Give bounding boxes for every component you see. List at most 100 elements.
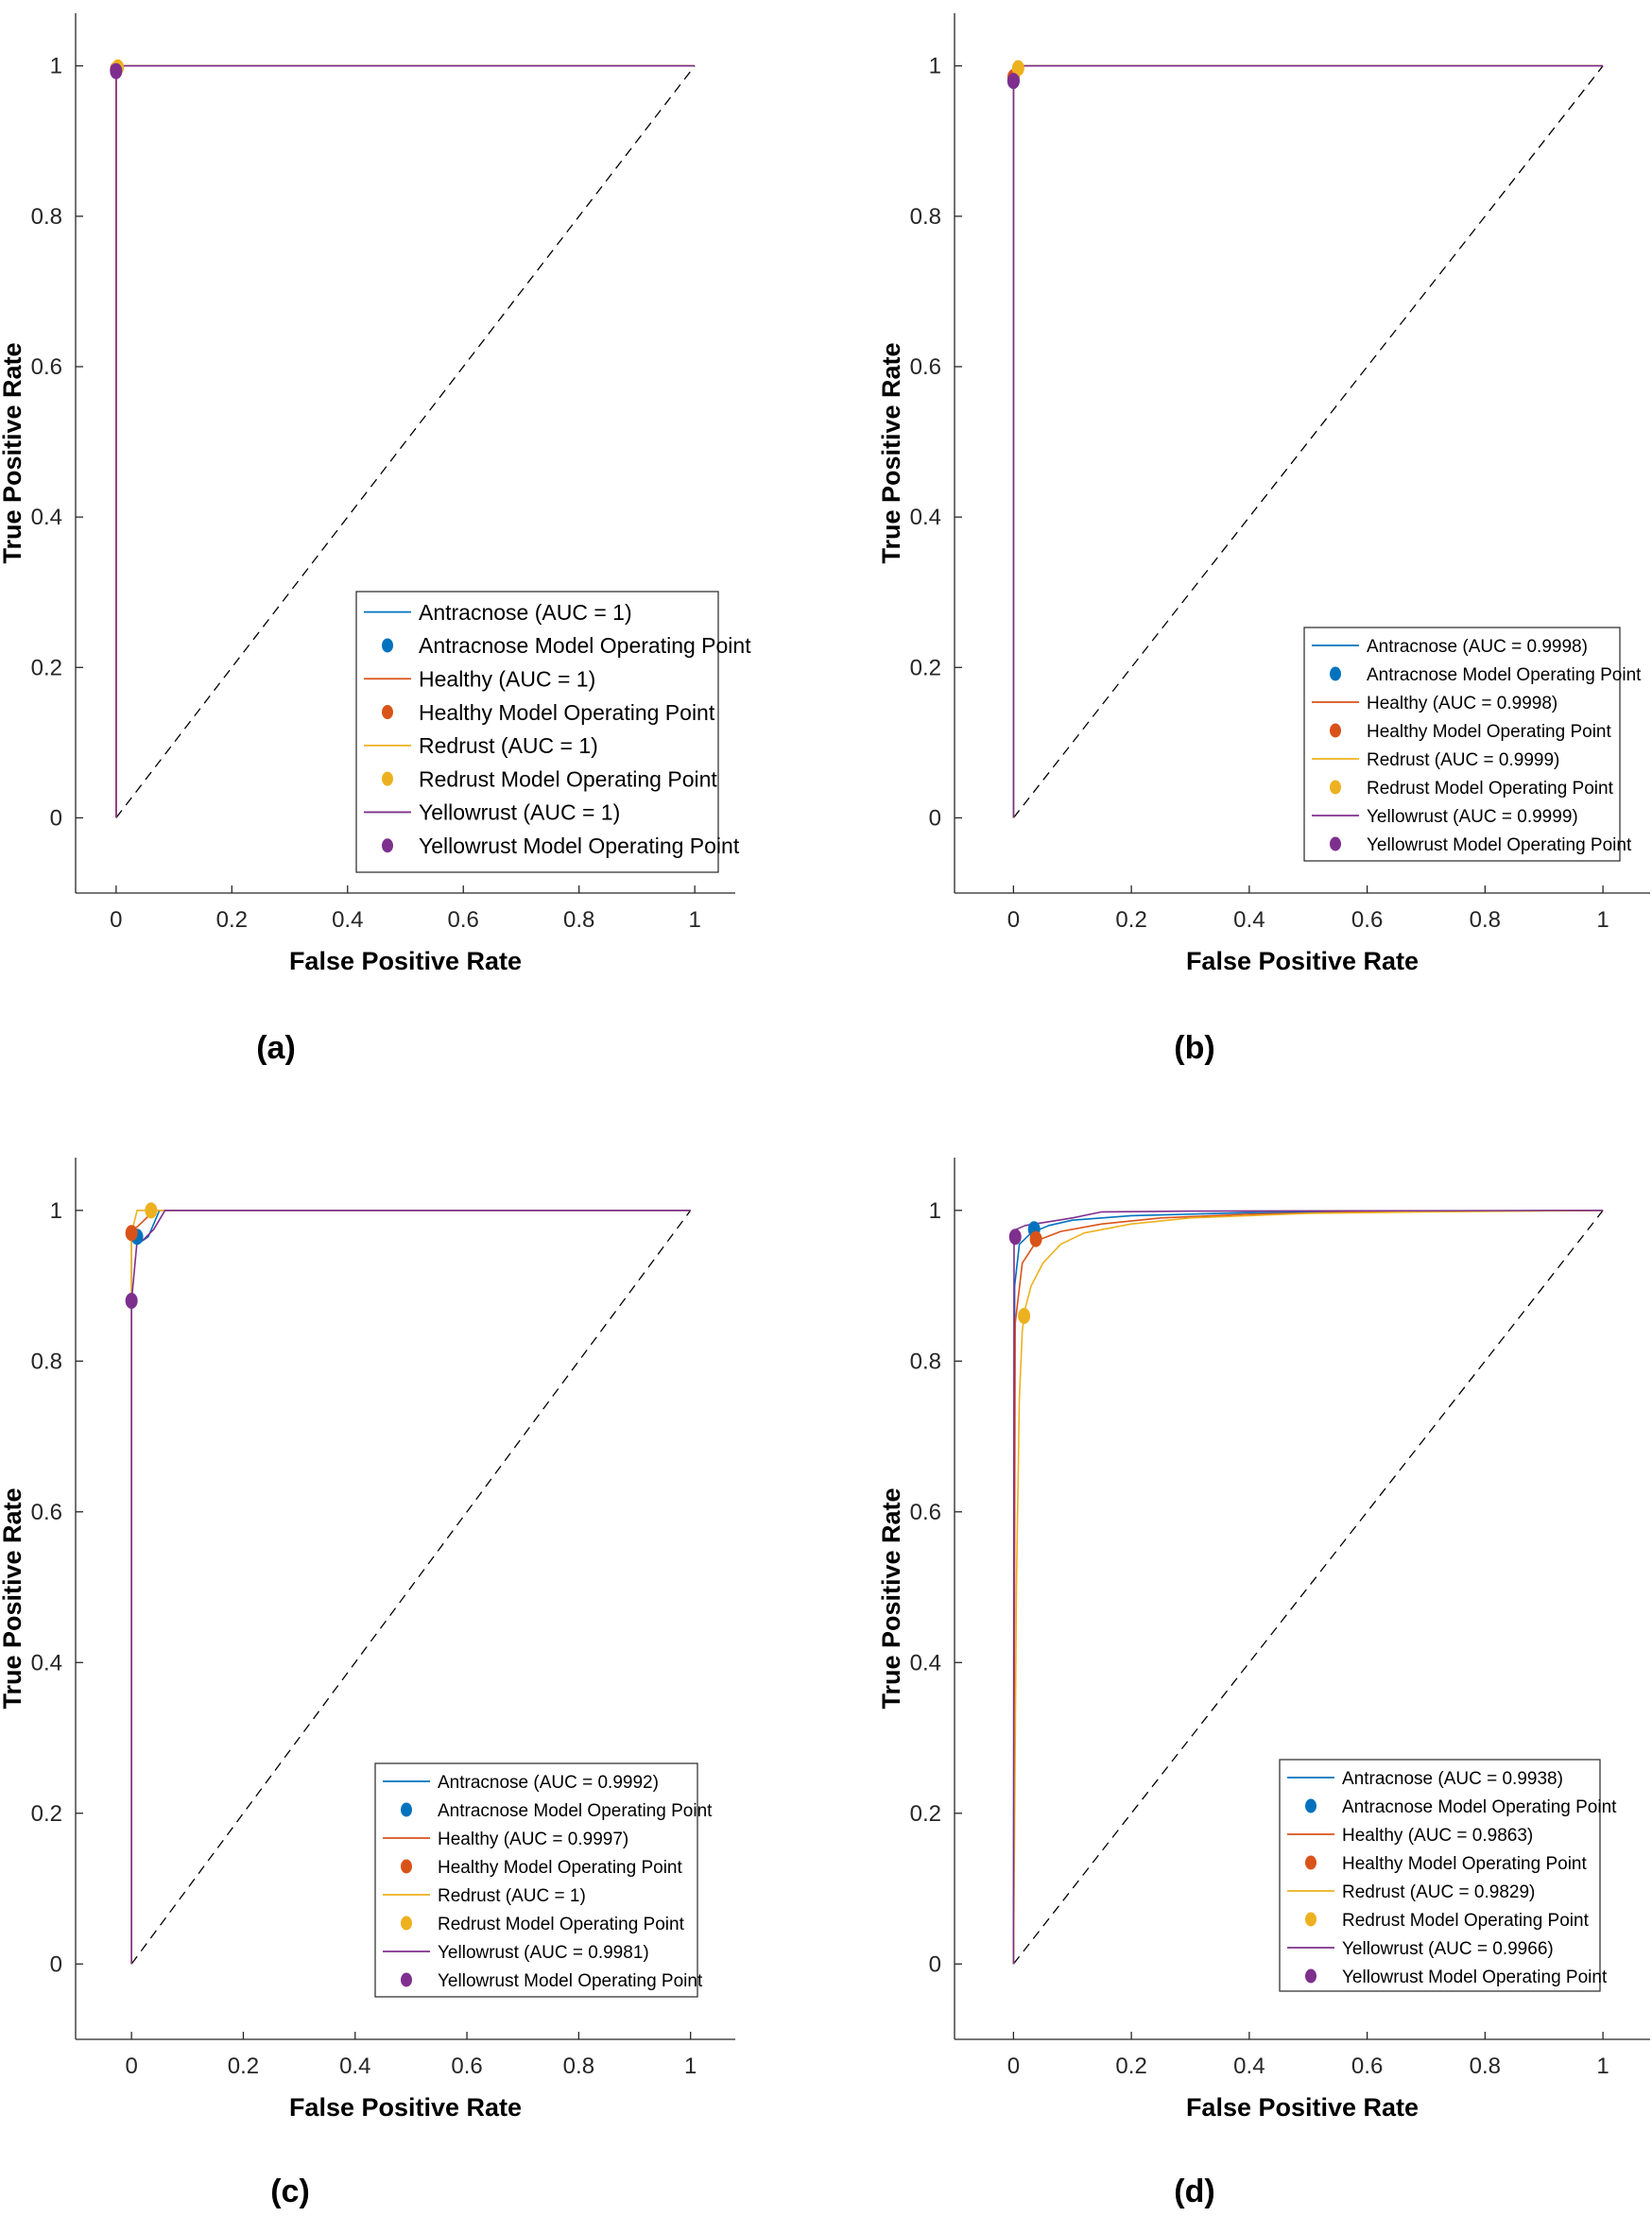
legend-entry-label: Redrust (AUC = 1) [419, 733, 598, 758]
legend-marker-swatch [401, 1859, 412, 1874]
legend-marker-swatch [1305, 1912, 1316, 1927]
legend-marker-swatch [1305, 1855, 1316, 1870]
y-tick-label: 0.4 [910, 505, 941, 530]
y-axis-label: True Positive Rate [0, 1487, 26, 1709]
x-tick-label: 1 [1596, 907, 1609, 933]
x-tick-label: 0 [1007, 907, 1020, 933]
legend-entry-label: Yellowrust (AUC = 1) [419, 800, 620, 825]
legend-marker-swatch [401, 1972, 412, 1987]
y-tick-label: 0.2 [31, 1801, 62, 1827]
y-axis-label: True Positive Rate [877, 1487, 905, 1709]
x-tick-label: 0.4 [332, 907, 363, 933]
y-tick-label: 0.8 [910, 204, 941, 230]
legend-marker-swatch [401, 1916, 412, 1931]
x-tick-label: 0.6 [451, 2054, 482, 2079]
legend-marker-swatch [382, 638, 393, 653]
x-tick-label: 1 [684, 2054, 697, 2079]
y-tick-label: 0.2 [910, 655, 941, 680]
operating-point-marker [1018, 1307, 1031, 1324]
panel-caption: (a) [256, 1030, 296, 1066]
operating-point-marker [125, 1293, 138, 1310]
operating-point-marker [145, 1202, 158, 1219]
legend-box [1279, 1759, 1601, 1992]
operating-point-marker [1011, 60, 1024, 77]
y-tick-label: 0.6 [31, 354, 62, 380]
legend-entry-label: Redrust (AUC = 0.9829) [1342, 1882, 1535, 1902]
x-tick-label: 0 [125, 2054, 137, 2079]
panel-caption: (b) [1174, 1030, 1214, 1066]
x-tick-label: 0.4 [1233, 907, 1265, 933]
legend-entry-label: Redrust Model Operating Point [438, 1915, 685, 1934]
x-tick-label: 0.2 [228, 2054, 259, 2079]
operating-point-marker [125, 1225, 138, 1242]
legend-entry-label: Antracnose Model Operating Point [1342, 1797, 1617, 1817]
legend-marker-swatch [401, 1802, 412, 1817]
legend-entry-label: Healthy (AUC = 0.9863) [1342, 1826, 1533, 1846]
legend-entry-label: Healthy (AUC = 1) [419, 667, 595, 692]
y-tick-label: 0.8 [31, 204, 62, 230]
x-axis-label: False Positive Rate [1186, 2093, 1419, 2122]
x-tick-label: 0.4 [339, 2054, 370, 2079]
roc-panel-c: 0 0.2 0.4 0.6 0.8 1 0 0.2 0.4 0.6 0.8 1 False Positi… [0, 1158, 735, 2209]
legend-marker-swatch [382, 838, 393, 853]
chance-diagonal-line [130, 1210, 692, 1965]
x-tick-label: 0.6 [1351, 907, 1383, 933]
y-tick-label: 0.2 [31, 655, 62, 680]
legend: Antracnose (AUC = 0.9998) Antracnose Mode… [1303, 627, 1642, 862]
operating-point-marker [1029, 1230, 1042, 1247]
x-tick-label: 1 [688, 907, 700, 933]
y-axis-label: True Positive Rate [877, 342, 905, 563]
legend-marker-swatch [1305, 1968, 1316, 1984]
x-tick-label: 0.8 [563, 2054, 594, 2079]
legend-marker-swatch [1305, 1798, 1316, 1813]
y-tick-label: 1 [50, 54, 62, 79]
legend-marker-swatch [382, 771, 393, 786]
y-tick-label: 0.2 [910, 1801, 941, 1827]
legend-marker-swatch [382, 705, 393, 720]
x-tick-label: 0.2 [216, 907, 248, 933]
legend-entry-label: Yellowrust (AUC = 0.9999) [1367, 807, 1578, 827]
legend-entry-label: Antracnose Model Operating Point [438, 1801, 713, 1821]
y-tick-label: 0.4 [910, 1650, 941, 1676]
x-axis-label: False Positive Rate [1186, 947, 1419, 975]
x-tick-label: 0 [110, 907, 122, 933]
legend-entry-label: Yellowrust Model Operating Point [1367, 835, 1632, 855]
x-tick-label: 0.8 [1470, 907, 1501, 933]
operating-point-marker [1007, 73, 1020, 90]
legend-entry-label: Yellowrust (AUC = 0.9981) [438, 1943, 649, 1963]
roc-panel-a: 0 0.2 0.4 0.6 0.8 1 0 0.2 0.4 0.6 0.8 1 False Positi… [0, 13, 751, 1066]
legend-entry-label: Antracnose (AUC = 1) [419, 600, 632, 625]
y-tick-label: 0.8 [910, 1349, 941, 1374]
legend-entry-label: Redrust Model Operating Point [419, 766, 717, 791]
roc-panel-d: 0 0.2 0.4 0.6 0.8 1 0 0.2 0.4 0.6 0.8 1 False Positi… [877, 1158, 1650, 2209]
legend-box [374, 1762, 698, 1998]
legend-marker-swatch [1330, 666, 1341, 681]
x-tick-label: 1 [1596, 2054, 1609, 2079]
legend-entry-label: Yellowrust Model Operating Point [419, 834, 740, 858]
legend-entry-label: Redrust Model Operating Point [1367, 779, 1614, 799]
y-tick-label: 1 [50, 1198, 62, 1224]
roc-curve [1012, 1210, 1604, 1965]
x-tick-label: 0.2 [1115, 907, 1146, 933]
legend-marker-swatch [1330, 723, 1341, 738]
x-tick-label: 0.6 [448, 907, 479, 933]
x-tick-label: 0.8 [1470, 2054, 1501, 2079]
legend-entry-label: Healthy Model Operating Point [419, 700, 715, 725]
panel-caption: (d) [1174, 2174, 1214, 2209]
legend-entry-label: Antracnose Model Operating Point [419, 633, 751, 658]
legend-entry-label: Antracnose (AUC = 0.9938) [1342, 1769, 1563, 1789]
chance-diagonal-line [115, 65, 696, 818]
legend-entry-label: Healthy (AUC = 0.9998) [1367, 694, 1557, 713]
x-tick-label: 0.6 [1351, 2054, 1383, 2079]
x-axis-label: False Positive Rate [289, 947, 522, 975]
legend-entry-label: Healthy Model Operating Point [1342, 1854, 1587, 1874]
legend-entry-label: Healthy (AUC = 0.9997) [438, 1830, 628, 1849]
y-tick-label: 0.8 [31, 1349, 62, 1374]
legend-marker-swatch [1330, 780, 1341, 795]
legend-entry-label: Yellowrust Model Operating Point [438, 1971, 703, 1991]
legend: Antracnose (AUC = 0.9992) Antracnose Mode… [374, 1762, 713, 1998]
legend-entry-label: Healthy Model Operating Point [438, 1858, 682, 1878]
y-tick-label: 0.4 [31, 505, 62, 530]
legend-marker-swatch [1330, 836, 1341, 851]
